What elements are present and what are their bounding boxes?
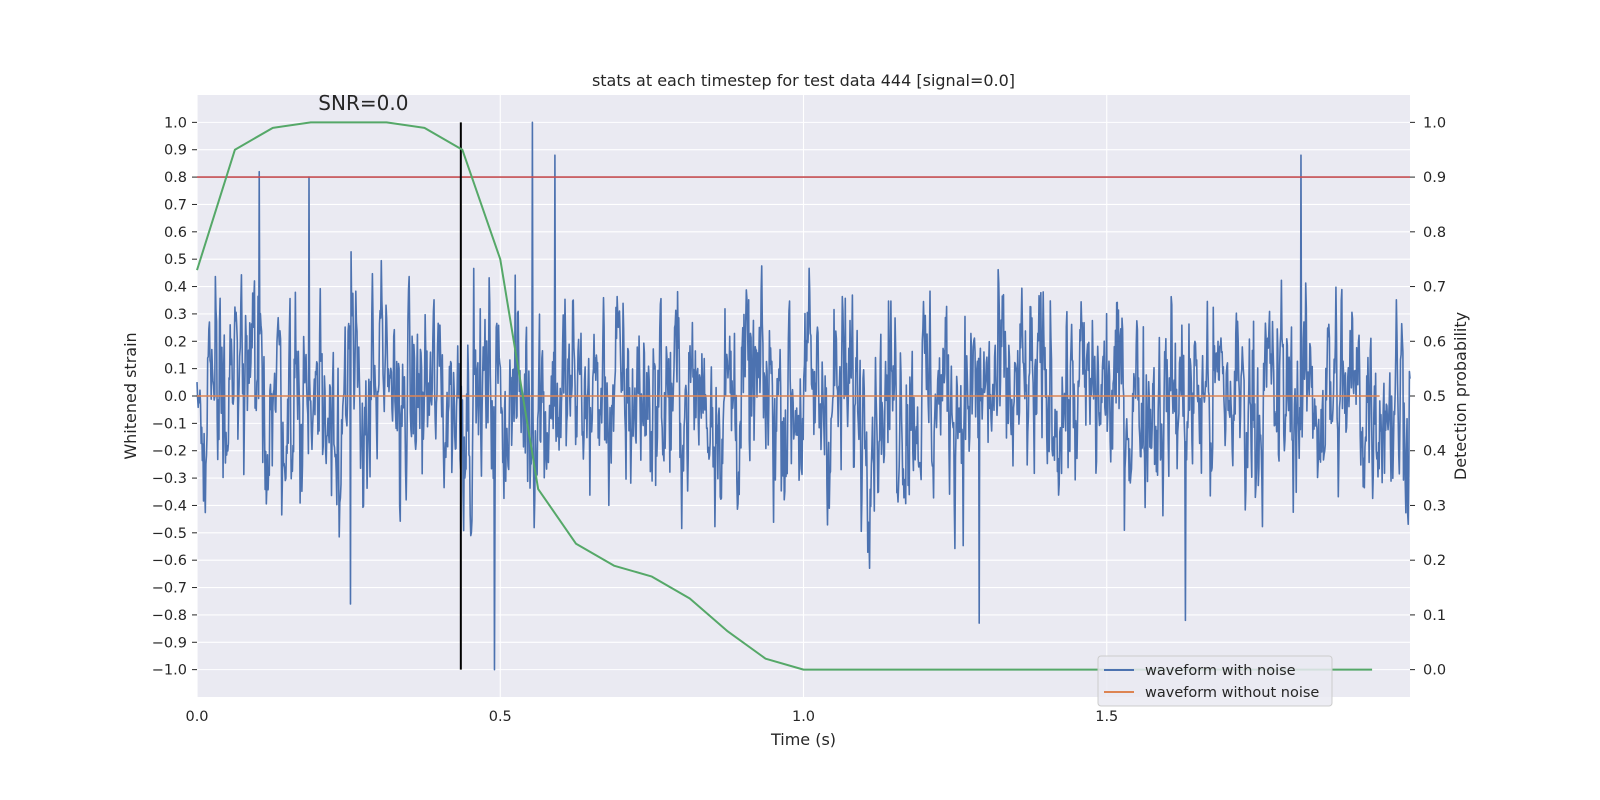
y-tick-label: 0.9 xyxy=(164,143,187,159)
y-tick-label: −0.2 xyxy=(152,444,187,460)
y-tick-label: 0.3 xyxy=(164,307,187,323)
y-tick-label: 0.7 xyxy=(164,197,187,213)
y-tick-label: −0.8 xyxy=(152,608,187,624)
y-tick-label: −0.1 xyxy=(152,416,187,432)
legend-entry-waveform-with-noise: waveform with noise xyxy=(1145,663,1296,679)
y2-tick-label: 0.9 xyxy=(1423,170,1446,186)
y-tick-label: 0.5 xyxy=(164,252,187,268)
y-tick-label: 0.2 xyxy=(164,334,187,350)
chart-title: stats at each timestep for test data 444… xyxy=(592,71,1015,90)
x-tick-label: 0.5 xyxy=(489,709,512,725)
y2-tick-label: 1.0 xyxy=(1423,115,1446,131)
y-tick-label: 0.8 xyxy=(164,170,187,186)
series-waveform-with-noise xyxy=(196,121,1411,671)
y2-tick-label: 0.6 xyxy=(1423,334,1446,350)
y-tick-label: −0.9 xyxy=(152,635,187,651)
legend: waveform with noise waveform without noi… xyxy=(1097,655,1333,707)
x-axis-label: Time (s) xyxy=(770,730,836,749)
legend-entry-waveform-without-noise: waveform without noise xyxy=(1145,685,1319,701)
x-tick-label: 1.5 xyxy=(1095,709,1118,725)
y2-tick-label: 0.5 xyxy=(1423,389,1446,405)
y2-tick-label: 0.4 xyxy=(1423,444,1446,460)
legend-box xyxy=(1097,655,1333,707)
y-tick-label: −0.4 xyxy=(152,498,187,514)
y2-tick-label: 0.3 xyxy=(1423,498,1446,514)
y-tick-label: 0.0 xyxy=(164,389,187,405)
y2-tick-label: 0.7 xyxy=(1423,280,1446,296)
y-tick-label: −0.3 xyxy=(152,471,187,487)
y-tick-label: −0.5 xyxy=(152,526,187,542)
y-tick-label: −0.7 xyxy=(152,581,187,597)
data-layer xyxy=(196,121,1411,671)
y-tick-label: 0.6 xyxy=(164,225,187,241)
y-axis-label: Whitened strain xyxy=(121,332,140,459)
x-tick-label: 0.0 xyxy=(185,709,208,725)
y-tick-label: 1.0 xyxy=(164,115,187,131)
x-tick-label: 1.0 xyxy=(792,709,815,725)
tick-layer: 1.0 0.9 0.8 0.7 0.6 0.5 0.4 0.3 0.2 0.1 0.0 −0.1 −0.… xyxy=(152,115,1446,725)
y2-tick-label: 0.1 xyxy=(1423,608,1446,624)
y2-tick-label: 0.8 xyxy=(1423,225,1446,241)
y-tick-label: 0.4 xyxy=(164,280,187,296)
y-tick-label: −1.0 xyxy=(152,663,187,679)
y2-tick-label: 0.0 xyxy=(1423,663,1446,679)
y2-tick-label: 0.2 xyxy=(1423,553,1446,569)
y-tick-label: −0.6 xyxy=(152,553,187,569)
y-tick-label: 0.1 xyxy=(164,362,187,378)
snr-annotation: SNR=0.0 xyxy=(318,91,408,115)
y2-axis-label: Detection probability xyxy=(1451,312,1470,480)
